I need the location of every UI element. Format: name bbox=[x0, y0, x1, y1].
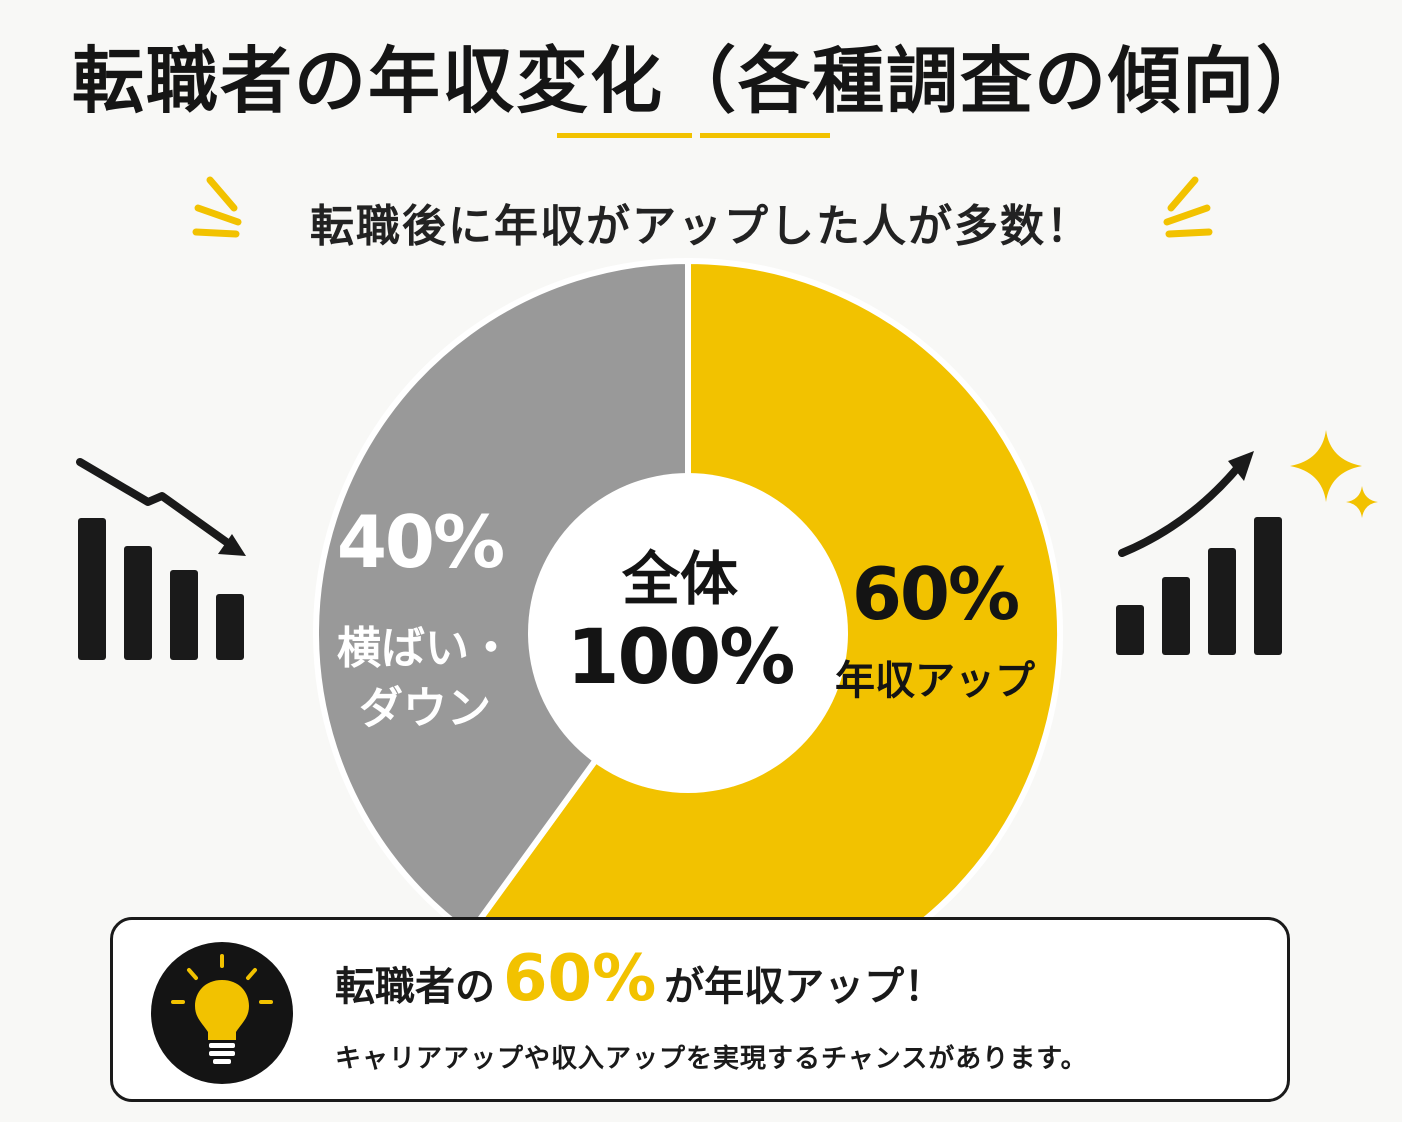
sparkle-icon bbox=[1290, 430, 1378, 518]
page-title: 転職者の年収変化（各種調査の傾向） bbox=[71, 39, 1330, 123]
center-label-top: 全体 bbox=[621, 545, 738, 613]
title-underline-right bbox=[700, 133, 830, 138]
donut-center-hole bbox=[528, 473, 848, 793]
callout-body: キャリアアップや収入アップを実現するチャンスがあります。 bbox=[335, 1044, 1088, 1074]
bar-chart-up-icon bbox=[1116, 451, 1282, 655]
center-label-total: 100% bbox=[566, 612, 796, 701]
slice-label-salary-up: 年収アップ bbox=[835, 658, 1035, 704]
slice-label-flat-or-down-1: 横ばい・ bbox=[337, 623, 513, 674]
callout-headline: 転職者の 60% が年収アップ！ bbox=[335, 942, 944, 1016]
lightbulb-icon bbox=[151, 942, 293, 1084]
subtitle: 転職後に年収がアップした人が多数！ bbox=[310, 201, 1092, 252]
slice-value-flat-or-down: 40% bbox=[336, 500, 505, 584]
callout-highlight: 60% bbox=[503, 942, 657, 1016]
slice-label-flat-or-down-2: ダウン bbox=[359, 683, 491, 734]
subtitle-burst-right-icon bbox=[1163, 176, 1213, 238]
title-underline-left bbox=[557, 133, 692, 138]
callout-prefix: 転職者の bbox=[335, 964, 495, 1010]
bar-chart-down-icon bbox=[76, 458, 246, 660]
slice-value-salary-up: 60% bbox=[851, 552, 1020, 636]
subtitle-burst-left-icon bbox=[192, 176, 242, 238]
pie-slice-flat-or-down bbox=[313, 258, 691, 937]
callout-suffix: が年収アップ！ bbox=[664, 964, 945, 1010]
callout-box: 転職者の 60% が年収アップ！ キャリアアップや収入アップを実現するチャンスがあり… bbox=[110, 917, 1290, 1102]
